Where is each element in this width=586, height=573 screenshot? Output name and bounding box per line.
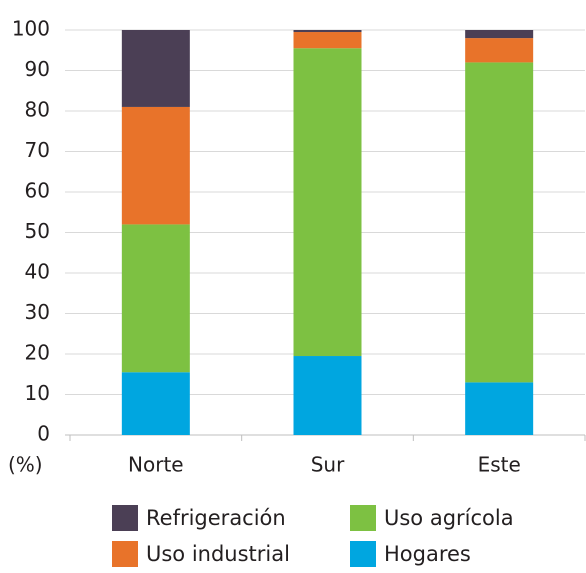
legend-label: Refrigeración bbox=[146, 506, 286, 530]
y-axis-label: (%) bbox=[8, 453, 43, 477]
bar-segment bbox=[465, 38, 534, 63]
y-tick-label: 20 bbox=[25, 341, 50, 365]
y-tick-label: 90 bbox=[25, 57, 50, 81]
x-tick-label: Este bbox=[478, 453, 521, 477]
legend-label: Uso agrícola bbox=[384, 506, 514, 530]
legend-swatch bbox=[350, 505, 376, 531]
bar-segment bbox=[465, 62, 534, 383]
x-tick-label: Sur bbox=[311, 453, 345, 477]
bar-segment bbox=[293, 48, 362, 357]
bar-segment bbox=[293, 356, 362, 435]
bar-segment bbox=[293, 30, 362, 33]
bar-segment bbox=[465, 30, 534, 39]
legend-swatch bbox=[350, 541, 376, 567]
y-tick-label: 60 bbox=[25, 179, 50, 203]
y-tick-label: 40 bbox=[25, 260, 50, 284]
y-tick-label: 70 bbox=[25, 138, 50, 162]
y-tick-label: 0 bbox=[37, 422, 50, 446]
x-tick-label: Norte bbox=[128, 453, 184, 477]
y-tick-label: 50 bbox=[25, 219, 50, 243]
legend-label: Uso industrial bbox=[146, 542, 290, 566]
bar-segment bbox=[121, 30, 190, 107]
legend-swatch bbox=[112, 541, 138, 567]
bar-segment bbox=[293, 32, 362, 49]
bar-segment bbox=[121, 224, 190, 373]
bar-segment bbox=[465, 382, 534, 435]
legend-swatch bbox=[112, 505, 138, 531]
y-tick-label: 10 bbox=[25, 381, 50, 405]
bar-segment bbox=[121, 106, 190, 225]
bar-segment bbox=[121, 372, 190, 435]
y-tick-label: 30 bbox=[25, 300, 50, 324]
y-tick-label: 80 bbox=[25, 98, 50, 122]
legend-label: Hogares bbox=[384, 542, 471, 566]
y-tick-label: 100 bbox=[12, 17, 50, 41]
